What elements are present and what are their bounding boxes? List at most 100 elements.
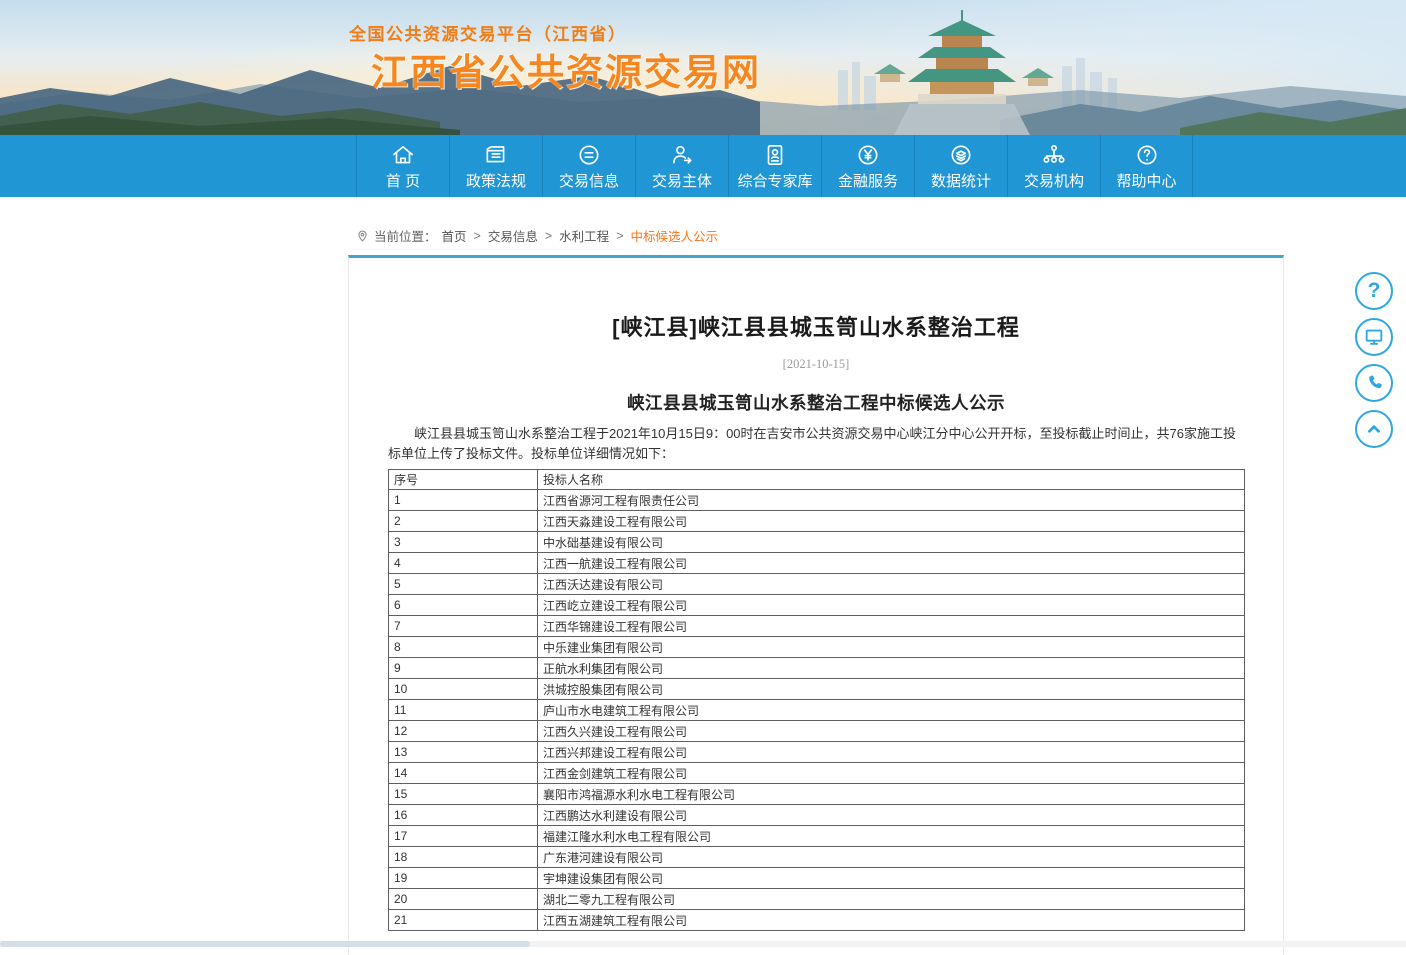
table-row: 13 江西兴邦建设工程有限公司 bbox=[388, 741, 1245, 763]
nav-label: 交易机构 bbox=[1023, 173, 1084, 190]
bidder-name: 江西天淼建设工程有限公司 bbox=[537, 510, 1245, 532]
chevron-up-button[interactable] bbox=[1355, 410, 1393, 448]
nav-label: 交易主体 bbox=[651, 173, 712, 190]
bidder-number: 7 bbox=[388, 615, 538, 637]
id-card-icon bbox=[762, 141, 788, 168]
folder-icon bbox=[483, 141, 509, 168]
breadcrumb-link-2[interactable]: 交易信息 bbox=[487, 230, 538, 244]
site-title: 江西省公共资源交易网 bbox=[371, 52, 761, 93]
bidder-name: 中乐建业集团有限公司 bbox=[537, 636, 1245, 658]
nav-item-2[interactable]: 政策法规 bbox=[449, 135, 542, 197]
table-row: 21 江西五湖建筑工程有限公司 bbox=[388, 909, 1245, 931]
breadcrumb: 当前位置： 首页 > 交易信息 > 水利工程 > 中标候选人公示 bbox=[356, 226, 718, 245]
bidder-number: 17 bbox=[388, 825, 538, 847]
nav-item-6[interactable]: 金融服务 bbox=[821, 135, 914, 197]
bidder-name: 江西沃达建设有限公司 bbox=[537, 573, 1245, 595]
monitor-button[interactable] bbox=[1355, 318, 1393, 356]
monitor-icon bbox=[1363, 326, 1385, 348]
bidder-number: 2 bbox=[388, 510, 538, 532]
bidder-number: 14 bbox=[388, 762, 538, 784]
info-circle-icon bbox=[576, 141, 602, 168]
bidder-number: 13 bbox=[388, 741, 538, 763]
table-row: 18 广东港河建设有限公司 bbox=[388, 846, 1245, 868]
article-title: [峡江县]峡江县县城玉笥山水系整治工程 bbox=[612, 315, 1020, 340]
nav-item-3[interactable]: 交易信息 bbox=[542, 135, 635, 197]
org-chart-icon bbox=[1041, 141, 1067, 168]
breadcrumb-prefix: 当前位置： bbox=[374, 230, 437, 244]
breadcrumb-separator: > bbox=[616, 228, 624, 243]
bidder-name: 江西鹏达水利建设有限公司 bbox=[537, 804, 1245, 826]
table-row: 5 江西沃达建设有限公司 bbox=[388, 573, 1245, 595]
pavilion-illustration bbox=[874, 10, 1054, 135]
bidder-number: 10 bbox=[388, 678, 538, 700]
table-row: 10 洪城控股集团有限公司 bbox=[388, 678, 1245, 700]
question-icon: ? bbox=[1367, 279, 1381, 302]
table-row: 12 江西久兴建设工程有限公司 bbox=[388, 720, 1245, 742]
table-row: 16 江西鹏达水利建设有限公司 bbox=[388, 804, 1245, 826]
bidder-name: 庐山市水电建筑工程有限公司 bbox=[537, 699, 1245, 721]
bidder-number: 20 bbox=[388, 888, 538, 910]
bidder-number: 9 bbox=[388, 657, 538, 679]
nav-item-4[interactable]: 交易主体 bbox=[635, 135, 728, 197]
location-pin-icon bbox=[358, 230, 367, 242]
breadcrumb-link-1[interactable]: 首页 bbox=[441, 230, 467, 244]
phone-icon bbox=[1364, 373, 1384, 393]
bidder-number: 4 bbox=[388, 552, 538, 574]
nav-item-8[interactable]: 交易机构 bbox=[1007, 135, 1100, 197]
home-icon bbox=[390, 141, 416, 168]
table-row: 14 江西金剑建筑工程有限公司 bbox=[388, 762, 1245, 784]
nav-item-7[interactable]: 数据统计 bbox=[914, 135, 1007, 197]
bidder-name: 江西五湖建筑工程有限公司 bbox=[537, 909, 1245, 931]
bidder-name: 江西金剑建筑工程有限公司 bbox=[537, 762, 1245, 784]
nav-label: 数据统计 bbox=[930, 173, 991, 190]
bidder-name: 江西省源河工程有限责任公司 bbox=[537, 489, 1245, 511]
breadcrumb-current[interactable]: 中标候选人公示 bbox=[630, 230, 719, 244]
bidder-number: 5 bbox=[388, 573, 538, 595]
nav-item-9[interactable]: 帮助中心 bbox=[1100, 135, 1193, 197]
bidder-number: 12 bbox=[388, 720, 538, 742]
nav-item-1[interactable]: 首 页 bbox=[356, 135, 449, 197]
banner-background-image bbox=[0, 0, 1406, 135]
bidder-number: 18 bbox=[388, 846, 538, 868]
bidder-name: 中水础基建设有限公司 bbox=[537, 531, 1245, 553]
nav-item-5[interactable]: 综合专家库 bbox=[728, 135, 821, 197]
breadcrumb-separator: > bbox=[544, 228, 553, 243]
bidder-number: 3 bbox=[388, 531, 538, 553]
nav-label: 政策法规 bbox=[465, 173, 526, 190]
nav-label: 帮助中心 bbox=[1116, 173, 1177, 190]
bidder-name: 江西兴邦建设工程有限公司 bbox=[537, 741, 1245, 763]
breadcrumb-separator: > bbox=[473, 228, 481, 243]
phone-button[interactable] bbox=[1355, 364, 1393, 402]
yuan-circle-icon bbox=[855, 141, 881, 168]
horizontal-scrollbar-thumb[interactable] bbox=[0, 941, 530, 947]
table-row: 11 庐山市水电建筑工程有限公司 bbox=[388, 699, 1245, 721]
table-row: 7 江西华锦建设工程有限公司 bbox=[388, 615, 1245, 637]
bidder-name: 湖北二零九工程有限公司 bbox=[537, 888, 1245, 910]
nav-label: 首 页 bbox=[385, 173, 421, 190]
table-row: 15 襄阳市鸿福源水利水电工程有限公司 bbox=[388, 783, 1245, 805]
nav-label: 金融服务 bbox=[837, 173, 898, 190]
bidder-name: 江西屹立建设工程有限公司 bbox=[537, 594, 1245, 616]
table-row: 2 江西天淼建设工程有限公司 bbox=[388, 510, 1245, 532]
main-nav: 首 页 政策法规 交易信息 交易主体 综合专家库 金融服务 数据统计 交易机构 帮助中心 bbox=[0, 135, 1406, 197]
bidder-number: 1 bbox=[388, 489, 538, 511]
bidder-name: 宇坤建设集团有限公司 bbox=[537, 867, 1245, 889]
table-header-row: 序号 投标人名称 bbox=[388, 469, 1245, 490]
question-button[interactable]: ? bbox=[1355, 272, 1393, 310]
nav-label: 交易信息 bbox=[558, 173, 619, 190]
bidder-number: 19 bbox=[388, 867, 538, 889]
bidder-number: 21 bbox=[388, 909, 538, 931]
floating-toolbar: ? bbox=[1355, 272, 1393, 448]
question-circle-icon bbox=[1134, 141, 1160, 168]
bidders-table: 序号 投标人名称 1 江西省源河工程有限责任公司 2 江西天淼建设工程有限公司 3 中水础基… bbox=[388, 469, 1245, 931]
bidder-name: 江西一航建设工程有限公司 bbox=[537, 552, 1245, 574]
bidder-number: 6 bbox=[388, 594, 538, 616]
table-header-1: 序号 bbox=[388, 469, 538, 490]
bidder-number: 16 bbox=[388, 804, 538, 826]
bidder-name: 福建江隆水利水电工程有限公司 bbox=[537, 825, 1245, 847]
breadcrumb-link-3[interactable]: 水利工程 bbox=[559, 230, 610, 244]
chevron-up-icon bbox=[1363, 418, 1385, 440]
bidder-number: 15 bbox=[388, 783, 538, 805]
horizontal-scrollbar[interactable] bbox=[0, 941, 1406, 947]
article-date: [2021-10-15] bbox=[782, 357, 850, 371]
